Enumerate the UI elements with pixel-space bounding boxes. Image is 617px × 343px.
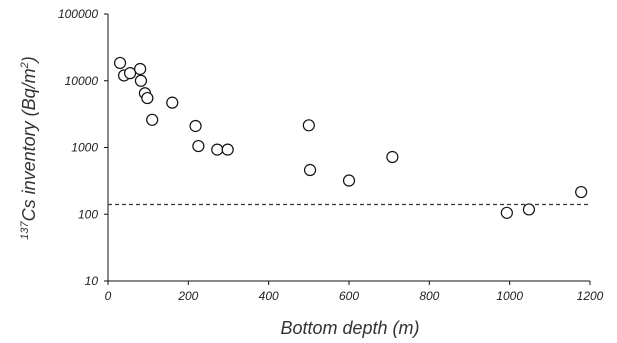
y-ticks: 10 100 1000 10000 100000 [58,7,108,288]
x-tick-label: 600 [339,289,359,303]
y-tick-label: 10000 [65,74,99,88]
x-tick-label: 800 [419,289,439,303]
x-axis-title: Bottom depth (m) [280,318,419,338]
data-point [500,206,513,219]
x-tick-label: 1000 [496,289,523,303]
data-point [192,139,205,153]
data-point [113,56,127,70]
data-point [386,150,399,164]
y-axis-title-superscript: 137 [19,221,31,240]
data-point [134,74,148,87]
data-point [303,163,317,177]
data-point [189,119,202,133]
y-axis-title-close: ) [19,56,39,64]
data-point [575,185,588,199]
data-point [134,62,147,76]
data-points [113,56,588,219]
data-point [221,143,234,156]
x-ticks: 0 200 400 600 800 1000 1200 [105,281,604,303]
y-axis-title-main: Cs inventory (Bq/m [19,68,39,221]
y-axis-title-unit-superscript: 2 [19,62,31,69]
data-point [342,174,356,187]
data-point [146,113,159,126]
data-point [302,119,315,132]
x-tick-label: 400 [259,289,279,303]
y-axis-title: 137Cs inventory (Bq/m2) [19,56,39,240]
data-point [123,67,137,80]
y-tick-label: 100 [78,207,98,221]
x-tick-label: 200 [177,289,198,303]
y-tick-label: 1000 [71,141,98,155]
data-point [522,203,536,216]
data-point [166,96,179,109]
x-tick-label: 0 [105,289,112,303]
axes [107,14,590,282]
data-point [211,143,224,156]
x-tick-label: 1200 [577,289,604,303]
y-tick-label: 10 [85,274,99,288]
y-tick-label: 100000 [58,7,98,21]
data-point [141,91,154,105]
